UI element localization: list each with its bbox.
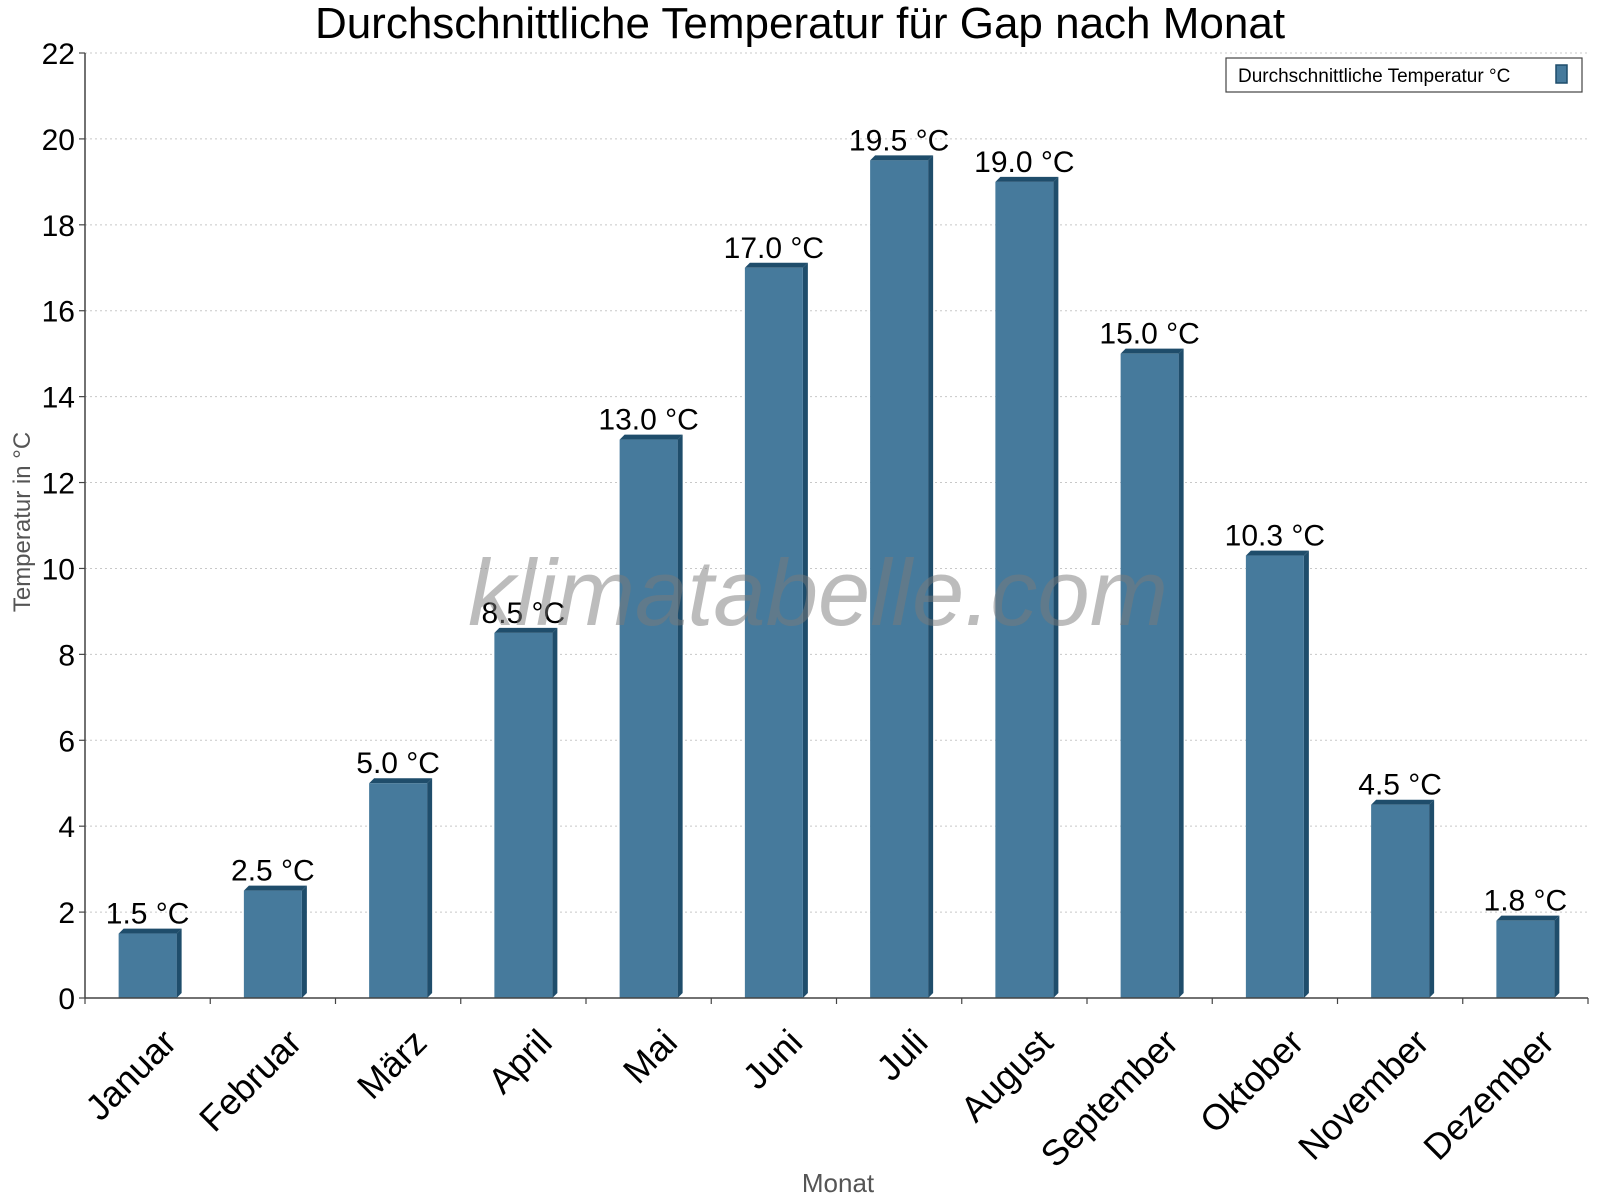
value-label: 15.0 °C [1099, 318, 1199, 351]
bar-front [494, 632, 553, 998]
bar [1371, 799, 1435, 998]
value-label: 8.5 °C [482, 597, 566, 630]
value-label: 1.5 °C [106, 898, 190, 931]
bar-front [369, 783, 428, 998]
bar-front [870, 160, 929, 999]
x-tick-label: Februar [191, 1021, 309, 1139]
bar-side [1178, 348, 1184, 998]
value-label: 19.0 °C [974, 146, 1074, 179]
watermark: klimatabelle.com [468, 540, 1168, 645]
legend-label: Durchschnittliche Temperatur °C [1238, 66, 1510, 87]
y-tick-label: 22 [42, 38, 75, 71]
bar-front [744, 267, 803, 999]
x-axis-ticks: Januar Februar März April Mai Juni Juli AugustS… [77, 998, 1589, 1175]
value-label: 10.3 °C [1225, 520, 1325, 553]
y-tick-label: 8 [58, 639, 75, 672]
bar-top [1496, 915, 1560, 921]
y-tick-label: 4 [58, 811, 75, 844]
bar [1496, 915, 1560, 998]
y-axis-label: Temperatur in °C [9, 432, 36, 612]
bar-side [802, 262, 808, 999]
bar-front [1120, 353, 1179, 998]
value-label: 1.8 °C [1484, 885, 1568, 918]
bar-side [928, 155, 934, 999]
legend-box [1225, 57, 1583, 93]
value-label: 4.5 °C [1358, 769, 1442, 802]
y-tick-label: 6 [58, 725, 75, 758]
grid-lines [85, 52, 1588, 913]
value-label: 5.0 °C [356, 747, 440, 780]
bar-side [301, 885, 307, 998]
y-tick-label: 16 [42, 296, 75, 329]
bar-side [1554, 915, 1560, 998]
y-tick-label: 2 [58, 897, 75, 930]
x-tick-label: September [1032, 1021, 1186, 1175]
bar-top [1371, 799, 1435, 805]
x-tick-label: Juli [868, 1021, 935, 1088]
x-axis-label: Monat [802, 1168, 875, 1198]
x-tick-label: Mai [615, 1021, 685, 1091]
bar-front [1245, 555, 1304, 998]
bar-side [677, 434, 683, 998]
bar [369, 778, 433, 998]
bar-top [494, 627, 558, 633]
bar-side [1303, 550, 1309, 998]
bar-side [552, 627, 558, 998]
y-tick-label: 18 [42, 210, 75, 243]
value-labels: 1.5 °C 2.5 °C 5.0 °C 8.5 °C 13.0 °C 17.0 °C 19… [106, 124, 1567, 930]
bar-top [118, 928, 182, 934]
bar [118, 928, 182, 998]
bar-front [243, 890, 302, 998]
y-tick-label: 10 [42, 553, 75, 586]
bar-top [744, 262, 808, 268]
bar [995, 176, 1059, 998]
x-tick-label: Dezember [1415, 1021, 1561, 1167]
value-label: 19.5 °C [849, 124, 949, 157]
bar-top [369, 778, 433, 784]
bar-front [118, 933, 177, 998]
y-tick-label: 0 [58, 983, 75, 1016]
x-tick-label: Januar [77, 1021, 184, 1128]
y-axis-ticks: 0 2 4 6 8 10 12 14 16 18 20 22 [42, 38, 85, 1016]
bar-front [1496, 920, 1555, 998]
bar [870, 155, 934, 999]
bars [118, 155, 1560, 999]
x-tick-label: Juni [735, 1021, 811, 1097]
value-label: 13.0 °C [598, 404, 698, 437]
bar-top [1120, 348, 1184, 354]
bar-top [619, 434, 683, 440]
bar-front [1371, 804, 1430, 998]
bar-side [427, 778, 433, 998]
legend: Durchschnittliche Temperatur °C [1225, 57, 1583, 93]
bar-side [1429, 799, 1435, 998]
x-tick-label: April [480, 1021, 560, 1101]
value-label: 17.0 °C [724, 232, 824, 265]
y-tick-label: 14 [42, 382, 75, 415]
bar [619, 434, 683, 998]
bar-front [995, 181, 1054, 998]
bar-side [1053, 176, 1059, 998]
y-tick-label: 20 [42, 124, 75, 157]
x-tick-label: Oktober [1192, 1021, 1312, 1141]
bar [1245, 550, 1309, 998]
bar [744, 262, 808, 999]
bar-side [176, 928, 182, 998]
bar [243, 885, 307, 998]
bar-top [870, 155, 934, 161]
bar-top [995, 176, 1059, 182]
bar-top [243, 885, 307, 891]
x-tick-label: August [952, 1021, 1060, 1129]
bar [1120, 348, 1184, 998]
chart-title: Durchschnittliche Temperatur für Gap nac… [315, 0, 1285, 48]
bar-top [1245, 550, 1309, 556]
bar [494, 627, 558, 998]
bar-front [619, 439, 678, 998]
y-tick-label: 12 [42, 468, 75, 501]
x-tick-label: März [349, 1021, 435, 1107]
x-tick-label: November [1290, 1021, 1436, 1167]
value-label: 2.5 °C [231, 855, 315, 888]
legend-swatch [1555, 64, 1568, 84]
